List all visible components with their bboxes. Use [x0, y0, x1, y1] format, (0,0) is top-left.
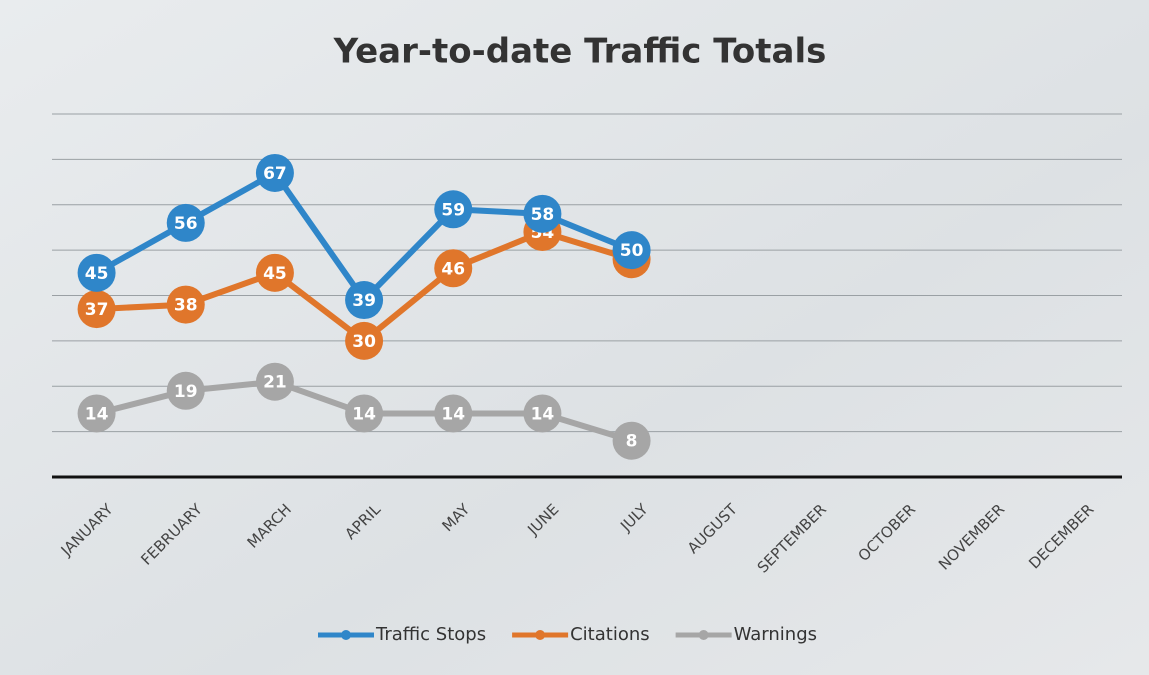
data-point: [434, 190, 473, 229]
data-point: [166, 203, 205, 242]
data-label: 59: [441, 200, 465, 220]
chart-title: Year-to-date Traffic Totals: [333, 32, 827, 72]
data-point: [434, 249, 473, 288]
data-label: 14: [531, 404, 555, 424]
legend-label: Citations: [570, 624, 650, 645]
data-point: [255, 153, 294, 192]
data-point: [77, 394, 116, 433]
data-point: [166, 371, 205, 410]
data-point: [345, 321, 384, 360]
data-point: [345, 281, 384, 320]
legend-label: Warnings: [734, 624, 817, 645]
data-label: 67: [263, 164, 287, 184]
legend-label: Traffic Stops: [375, 624, 486, 645]
data-label: 14: [85, 404, 109, 424]
data-label: 14: [441, 404, 465, 424]
data-point: [523, 194, 562, 233]
data-label: 8: [626, 432, 638, 452]
data-point: [612, 231, 651, 270]
data-label: 14: [352, 404, 376, 424]
data-label: 58: [531, 205, 555, 225]
legend-marker: [698, 630, 709, 640]
data-point: [166, 285, 205, 324]
data-point: [255, 362, 294, 401]
data-label: 39: [352, 291, 376, 311]
data-label: 30: [352, 332, 376, 352]
data-point: [77, 290, 116, 329]
legend-marker: [535, 630, 546, 640]
data-point: [523, 394, 562, 433]
data-point: [77, 253, 116, 292]
data-point: [255, 253, 294, 292]
data-point: [434, 394, 473, 433]
data-point: [345, 394, 384, 433]
data-point: [612, 421, 651, 460]
data-label: 37: [85, 300, 109, 320]
legend-marker: [341, 630, 351, 640]
data-label: 46: [441, 259, 465, 279]
data-label: 21: [263, 373, 287, 393]
data-label: 50: [620, 241, 644, 261]
data-label: 56: [174, 214, 198, 234]
data-label: 38: [174, 296, 198, 316]
data-label: 19: [174, 382, 198, 402]
data-label: 45: [263, 264, 287, 284]
data-label: 45: [85, 264, 109, 284]
